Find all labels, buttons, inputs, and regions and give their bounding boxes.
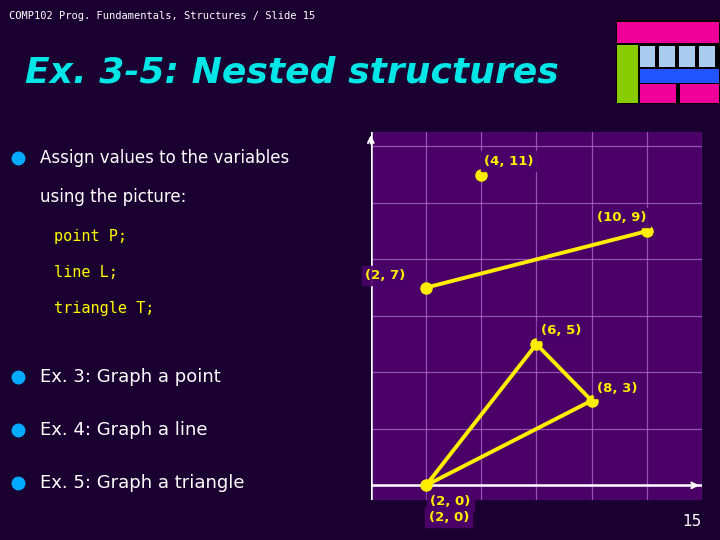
Text: (10, 9): (10, 9) xyxy=(597,211,647,224)
Text: (8, 3): (8, 3) xyxy=(597,382,638,395)
Text: (2, 7): (2, 7) xyxy=(365,269,405,282)
Text: using the picture:: using the picture: xyxy=(40,187,186,206)
Bar xyxy=(639,84,676,103)
Text: T: T xyxy=(467,151,476,166)
Bar xyxy=(639,46,655,67)
Text: L: L xyxy=(419,151,428,166)
Text: (2, 0): (2, 0) xyxy=(430,495,470,508)
Bar xyxy=(639,69,719,83)
Text: (2, 0): (2, 0) xyxy=(429,511,469,524)
Text: , and: , and xyxy=(432,149,474,167)
Bar xyxy=(679,46,695,67)
Text: Ex. 5: Graph a triangle: Ex. 5: Graph a triangle xyxy=(40,474,244,492)
Bar xyxy=(616,45,637,103)
Text: Ex. 3: Graph a point: Ex. 3: Graph a point xyxy=(40,368,220,386)
Bar xyxy=(660,46,675,67)
Text: ,: , xyxy=(408,149,413,167)
Text: Assign values to the variables: Assign values to the variables xyxy=(40,149,294,167)
Text: 15: 15 xyxy=(683,515,702,529)
Text: Ex. 4: Graph a line: Ex. 4: Graph a line xyxy=(40,421,207,439)
Text: P: P xyxy=(393,151,402,166)
Text: line L;: line L; xyxy=(54,266,118,280)
Text: Ex. 3-5: Nested structures: Ex. 3-5: Nested structures xyxy=(24,56,559,90)
Text: COMP102 Prog. Fundamentals, Structures / Slide 15: COMP102 Prog. Fundamentals, Structures /… xyxy=(9,11,315,22)
Text: point P;: point P; xyxy=(54,230,127,245)
Text: (4, 11): (4, 11) xyxy=(484,154,534,167)
Bar xyxy=(616,22,719,43)
Bar xyxy=(699,46,715,67)
Text: (6, 5): (6, 5) xyxy=(541,324,581,337)
Bar xyxy=(680,84,719,103)
Text: triangle T;: triangle T; xyxy=(54,301,154,316)
